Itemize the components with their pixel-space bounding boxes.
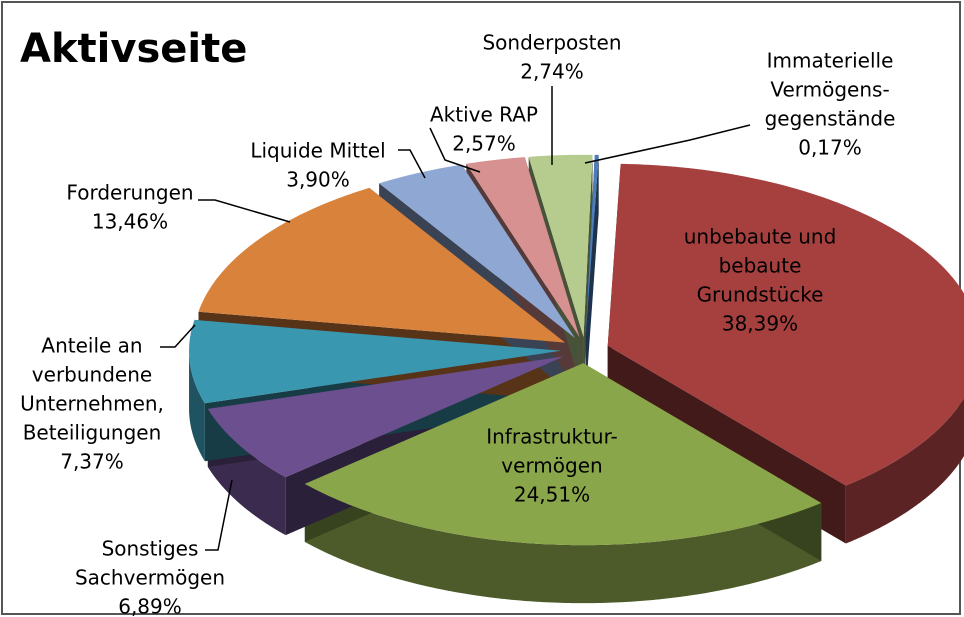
data-label: Unternehmen, [20,392,164,416]
data-label: Forderungen [66,181,193,205]
data-label: Grundstücke [697,283,824,307]
data-label: vermögen [501,454,602,478]
leader-line [584,124,751,164]
slice [585,154,599,337]
data-label: Sonderposten [482,31,621,55]
slice-side [304,483,822,604]
data-label: Sachvermögen [75,566,225,590]
value-label: 2,74% [520,60,584,84]
data-label: Aktive RAP [430,103,538,127]
slice [198,187,566,343]
data-label: unbebaute und [684,225,837,249]
data-label: Anteile an [41,334,142,358]
value-label: 13,46% [92,210,168,234]
leader-line [205,479,233,551]
leader-line [160,324,196,348]
slice [189,319,562,404]
data-label: gegenstände [765,107,896,131]
value-label: 24,51% [514,483,590,507]
slice-edge [583,154,593,395]
leader-line [429,127,481,173]
slice-side [845,398,964,544]
data-label: Infrastruktur- [486,425,618,449]
value-label: 6,89% [118,595,182,617]
data-label: Liquide Mittel [250,139,385,163]
leader-line [198,199,291,223]
slice [466,157,580,338]
data-label: verbundene [32,363,152,387]
value-label: 38,39% [722,312,798,336]
value-label: 3,90% [286,168,350,192]
slice [304,363,822,546]
slice [379,164,575,339]
data-label: Beteiligungen [23,421,162,445]
slice-edge [585,154,599,395]
leader-line [398,149,426,179]
slice [207,356,565,478]
chart-title: Aktivseite [20,26,247,72]
data-label: Immaterielle [767,49,894,73]
data-label: bebaute [719,254,802,278]
value-label: 7,37% [60,450,124,474]
data-label: Sonstiges [102,537,199,561]
data-label: Vermögens- [770,78,889,102]
value-label: 0,17% [798,136,862,160]
slice [607,163,964,486]
slice [528,154,593,337]
slice-side [189,350,205,462]
value-label: 2,57% [452,132,516,156]
